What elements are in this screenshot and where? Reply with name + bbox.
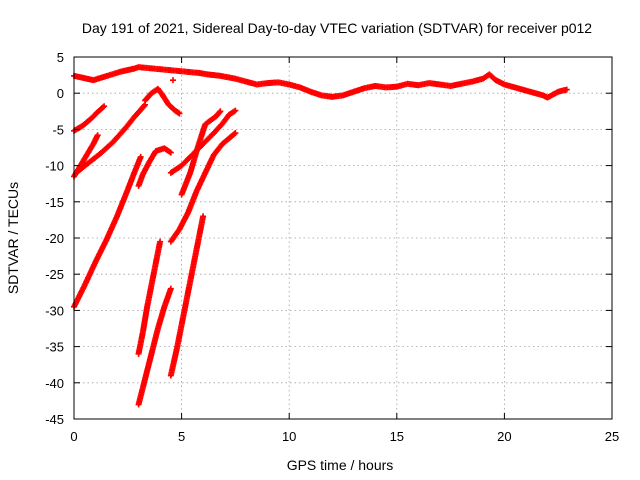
- data-series: [135, 145, 174, 189]
- data-point: [169, 77, 176, 84]
- data-series: [135, 238, 164, 357]
- y-tick-label: 0: [57, 86, 64, 101]
- data-series: [71, 153, 144, 310]
- x-tick-label: 0: [70, 429, 77, 444]
- y-tick-label: -15: [45, 195, 64, 210]
- data-point: [563, 86, 570, 93]
- y-tick-label: -10: [45, 159, 64, 174]
- data-point: [101, 103, 108, 110]
- y-tick-label: -40: [45, 376, 64, 391]
- data-series: [71, 64, 570, 101]
- data-layer: [71, 64, 570, 408]
- data-series: [73, 101, 149, 176]
- grid: [74, 57, 612, 419]
- y-tick-label: -30: [45, 303, 64, 318]
- data-series: [135, 285, 174, 408]
- data-series: [142, 85, 183, 117]
- y-axis-label: SDTVAR / TECUs: [5, 182, 21, 294]
- data-point: [100, 104, 107, 111]
- plot-frame: [73, 56, 613, 420]
- y-tick-label: 5: [57, 50, 64, 65]
- y-tick-label: -25: [45, 267, 64, 282]
- data-point: [157, 238, 164, 245]
- data-point: [94, 132, 101, 139]
- data-point: [231, 130, 238, 137]
- x-tick-label: 25: [605, 429, 619, 444]
- x-axis-label: GPS time / hours: [287, 457, 394, 473]
- axis-ticks: 0 5 10 15 20 25 5 0 -5 -10 -15 -20 -25 -30 -35 -40 -45: [45, 50, 619, 444]
- data-point: [167, 149, 174, 156]
- data-series: [178, 108, 224, 198]
- data-point: [217, 108, 224, 115]
- y-tick-label: -20: [45, 231, 64, 246]
- data-point: [137, 153, 144, 160]
- data-point: [232, 130, 239, 137]
- x-tick-label: 15: [390, 429, 404, 444]
- data-series: [167, 130, 239, 245]
- chart-title: Day 191 of 2021, Sidereal Day-to-day VTE…: [82, 20, 592, 36]
- data-point: [200, 213, 207, 220]
- y-tick-label: -45: [45, 412, 64, 427]
- data-point: [216, 109, 223, 116]
- data-series: [169, 77, 176, 84]
- data-series: [167, 213, 207, 379]
- data-point: [141, 102, 148, 109]
- data-point: [176, 110, 183, 117]
- y-tick-label: -35: [45, 340, 64, 355]
- data-point: [232, 107, 239, 114]
- x-tick-label: 5: [178, 429, 185, 444]
- y-tick-label: -5: [52, 122, 64, 137]
- x-tick-label: 20: [497, 429, 511, 444]
- x-tick-label: 10: [282, 429, 296, 444]
- data-point: [167, 285, 174, 292]
